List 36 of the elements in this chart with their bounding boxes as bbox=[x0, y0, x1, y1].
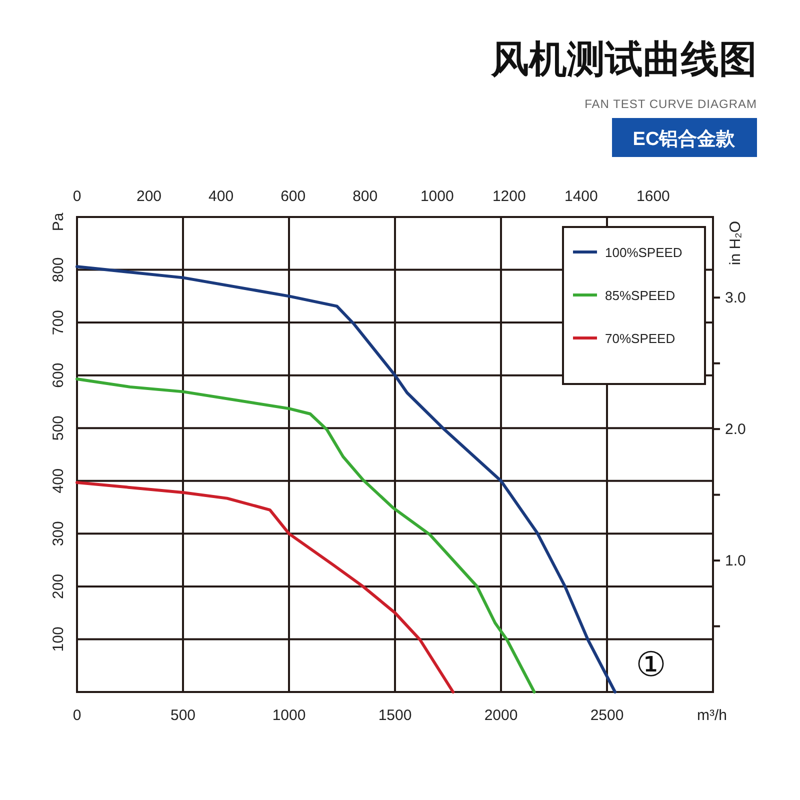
y2-axis-title: in H₂O bbox=[727, 220, 744, 266]
y-axis-title: Pa bbox=[50, 212, 67, 232]
x-tick-label: 2500 bbox=[590, 707, 624, 724]
y-tick-label: 800 bbox=[50, 257, 67, 282]
x2-tick-label: 1600 bbox=[636, 188, 670, 205]
x-tick-label: 1000 bbox=[272, 707, 306, 724]
y-tick-label: 700 bbox=[50, 310, 67, 336]
legend-label: 70%SPEED bbox=[605, 331, 676, 346]
annotation: ① bbox=[636, 646, 666, 684]
y2-tick-label: 2.0 bbox=[725, 421, 746, 438]
x-tick-label: 1500 bbox=[378, 707, 412, 724]
y2-tick-label: 1.0 bbox=[725, 552, 746, 570]
x-tick-label: 500 bbox=[170, 707, 196, 724]
x-tick-label: 0 bbox=[72, 707, 82, 724]
chart-subtitle: FAN TEST CURVE DIAGRAM bbox=[584, 97, 757, 111]
y-tick-label: 100 bbox=[50, 626, 67, 652]
chart-title: 风机测试曲线图 bbox=[490, 39, 757, 81]
legend-label: 85%SPEED bbox=[605, 288, 676, 303]
x-axis-title: m³/h bbox=[697, 707, 727, 724]
x2-tick-label: 1200 bbox=[492, 188, 526, 205]
legend-label: 100%SPEED bbox=[605, 245, 682, 260]
y-tick-label: 500 bbox=[50, 416, 67, 441]
x2-tick-label: 0 bbox=[72, 188, 82, 205]
x-tick-label: 2000 bbox=[484, 707, 518, 724]
text: EC铝合金款 bbox=[632, 128, 736, 150]
y-tick-label: 600 bbox=[50, 362, 67, 388]
y-tick-label: 300 bbox=[50, 521, 67, 546]
x2-tick-label: 200 bbox=[136, 188, 162, 205]
y2-tick-label: 3.0 bbox=[725, 290, 746, 307]
y-tick-label: 400 bbox=[50, 468, 67, 494]
x2-tick-label: 1000 bbox=[420, 188, 454, 205]
x2-tick-label: 1400 bbox=[564, 188, 598, 205]
x2-tick-label: 400 bbox=[208, 188, 234, 205]
x2-tick-label: 600 bbox=[280, 188, 306, 205]
x2-tick-label: 800 bbox=[352, 188, 378, 205]
y-tick-label: 200 bbox=[50, 574, 67, 599]
